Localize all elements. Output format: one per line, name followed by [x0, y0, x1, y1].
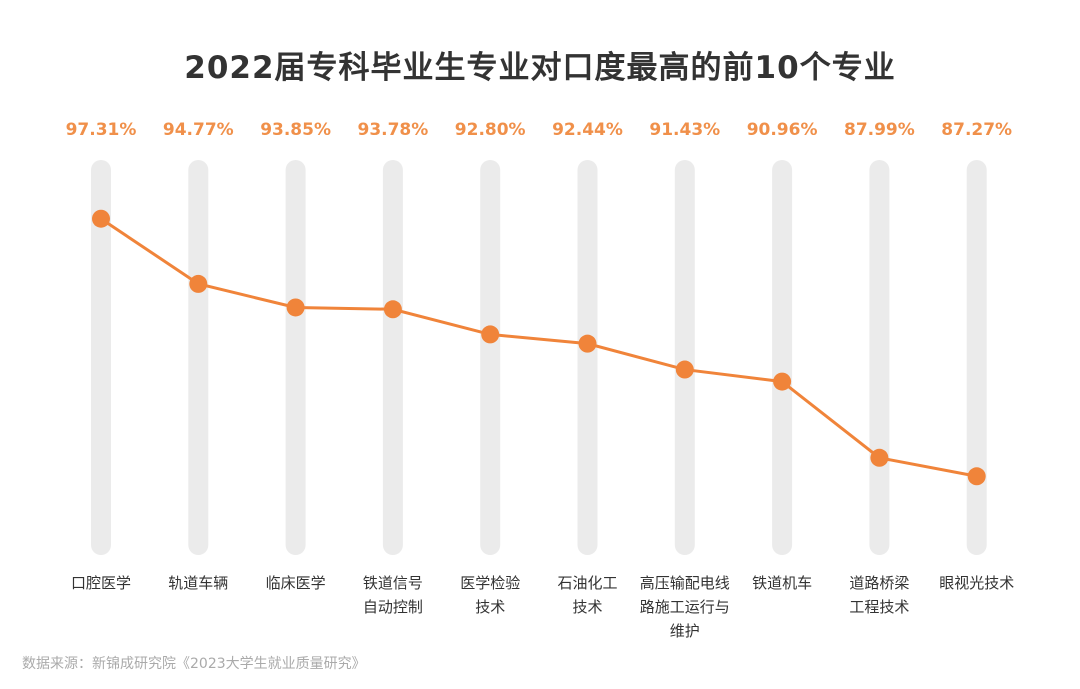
- category-label: 铁道信号: [363, 574, 423, 592]
- data-point: [189, 274, 208, 293]
- data-label: 92.80%: [455, 120, 526, 140]
- category-label: 临床医学: [266, 574, 326, 592]
- data-source: 数据来源：新锦成研究院《2023大学生就业质量研究》: [22, 656, 366, 672]
- data-point: [383, 300, 402, 319]
- category-label: 铁道机车: [752, 574, 812, 592]
- category-label: 眼视光技术: [939, 574, 1014, 592]
- category-label: 技术: [572, 598, 602, 616]
- category-label: 石油化工: [557, 574, 617, 592]
- data-label: 90.96%: [747, 120, 818, 140]
- data-label: 92.44%: [552, 120, 623, 140]
- data-label: 91.43%: [649, 120, 720, 140]
- data-point: [481, 325, 500, 344]
- category-label: 路施工运行与: [640, 598, 730, 616]
- category-label: 维护: [670, 622, 700, 640]
- data-label: 87.27%: [941, 120, 1012, 140]
- category-label: 自动控制: [363, 598, 423, 616]
- data-label: 97.31%: [66, 120, 137, 140]
- data-label: 93.78%: [357, 120, 428, 140]
- data-label: 87.99%: [844, 120, 915, 140]
- data-point: [870, 448, 889, 467]
- data-label: 93.85%: [260, 120, 331, 140]
- category-label: 技术: [475, 598, 505, 616]
- category-label: 医学检验: [460, 574, 520, 592]
- data-point: [773, 372, 792, 391]
- category-label: 道路桥梁: [849, 574, 909, 592]
- category-label: 轨道车辆: [168, 574, 228, 592]
- data-point: [92, 209, 110, 228]
- data-point: [286, 298, 305, 317]
- category-label: 高压输配电线: [640, 574, 730, 592]
- data-point: [675, 360, 694, 379]
- category-label: 工程技术: [849, 598, 909, 616]
- data-label: 94.77%: [163, 120, 234, 140]
- data-point: [578, 334, 597, 353]
- category-label: 口腔医学: [71, 574, 131, 592]
- data-point: [967, 467, 986, 486]
- chart-title: 2022届专科毕业生专业对口度最高的前10个专业: [184, 50, 896, 86]
- series-line: [100, 217, 977, 478]
